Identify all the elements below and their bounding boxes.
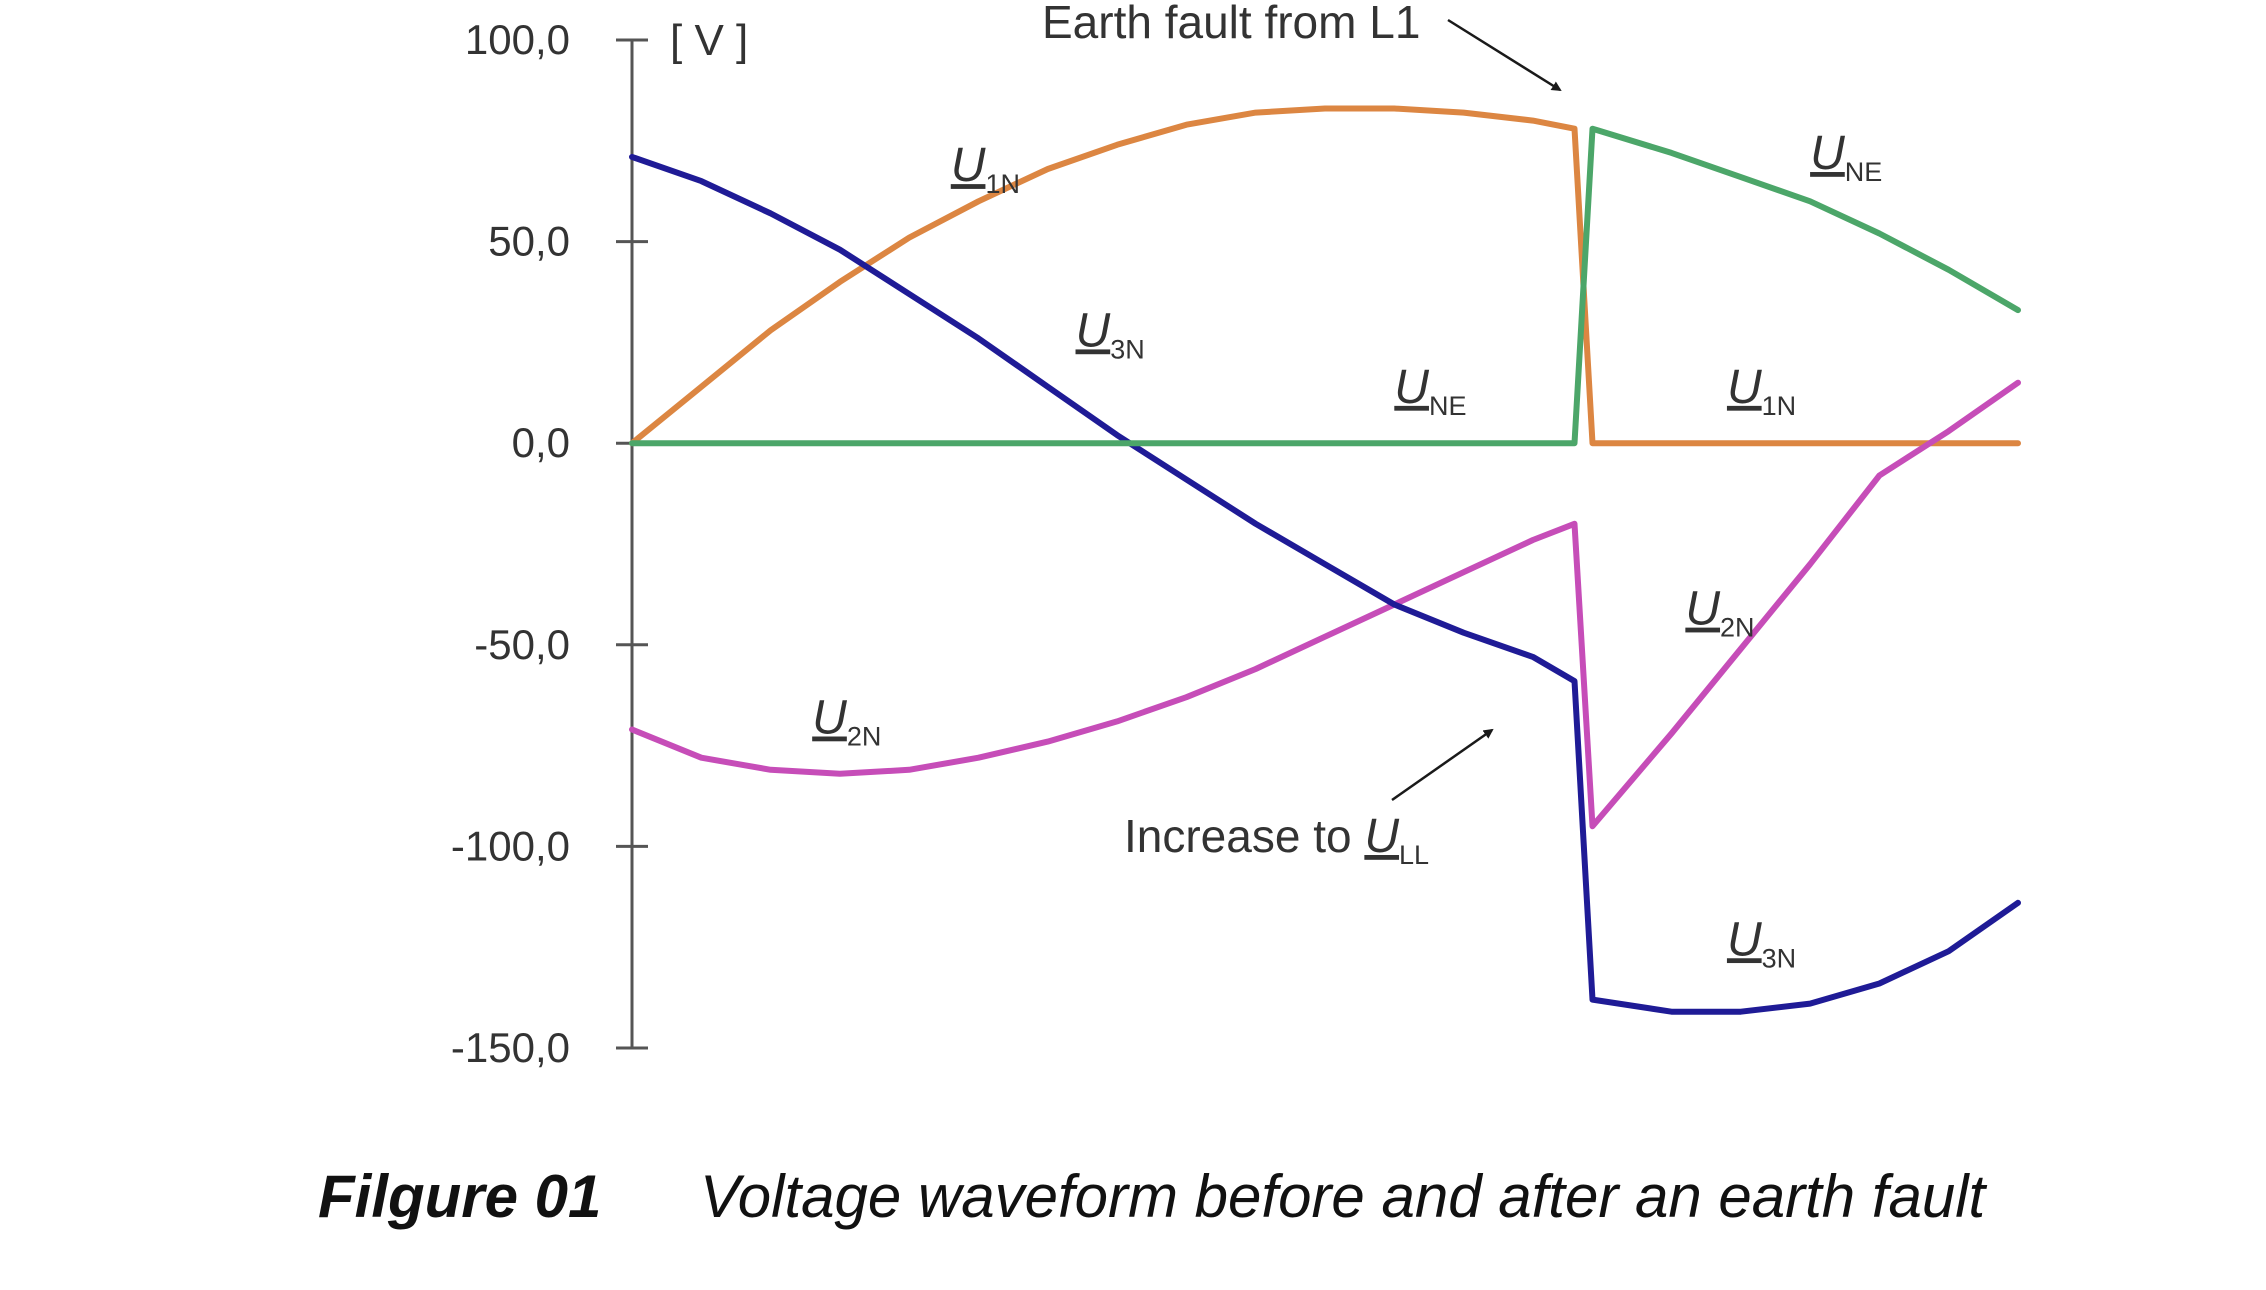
y-axis-unit-label: [ V ] xyxy=(670,16,748,65)
increase-arrow xyxy=(1391,728,1494,802)
y-tick-label: 0,0 xyxy=(512,419,570,466)
series-label-u2n: U2N xyxy=(812,692,881,752)
earth-fault-arrow xyxy=(1447,18,1562,92)
y-tick-label: -100,0 xyxy=(451,822,570,869)
series-label-une: UNE xyxy=(1810,127,1882,187)
y-axis: 100,0 50,0 0,0 -50,0 -100,0 -150,0 xyxy=(451,16,648,1071)
earth-fault-annotation-text: Earth fault from L1 xyxy=(1042,0,1420,48)
y-tick-label: -50,0 xyxy=(474,621,570,668)
increase-annotation-subscript: LL xyxy=(1399,840,1429,870)
increase-annotation-symbol: U xyxy=(1364,810,1399,863)
increase-annotation-text: Increase to ULL xyxy=(1124,810,1429,870)
series-line-u1n xyxy=(629,105,2021,447)
series-label-u1n: U1N xyxy=(951,139,1020,199)
figure-caption-text: Voltage waveform before and after an ear… xyxy=(700,1163,1986,1230)
series-label-u3n: U3N xyxy=(1076,304,1145,364)
series-label-u1n: U1N xyxy=(1727,361,1796,421)
series-line-une xyxy=(629,125,2021,447)
series-line-u3n xyxy=(629,153,2021,1015)
y-tick-label: 50,0 xyxy=(488,218,570,265)
series-labels: U1N U3N UNE U2N UNE U1N U2N U3N xyxy=(812,127,1882,973)
series-label-u3n: U3N xyxy=(1727,913,1796,973)
y-tick-label: -150,0 xyxy=(451,1024,570,1071)
series-lines xyxy=(629,105,2021,1015)
y-tick-label: 100,0 xyxy=(465,16,570,63)
earth-fault-annotation: Earth fault from L1 xyxy=(1042,0,1562,92)
series-label-une: UNE xyxy=(1394,361,1466,421)
series-label-u2n: U2N xyxy=(1685,583,1754,643)
series-line-u2n xyxy=(629,379,2021,830)
figure-number: Filgure 01 xyxy=(318,1163,602,1230)
increase-annotation: Increase to ULL xyxy=(1124,728,1494,870)
figure-caption: Filgure 01 Voltage waveform before and a… xyxy=(0,1162,2266,1252)
waveform-chart: 100,050,00,0-50,0-100,0-150,0 U1NU3NUNEU… xyxy=(451,0,2021,1071)
